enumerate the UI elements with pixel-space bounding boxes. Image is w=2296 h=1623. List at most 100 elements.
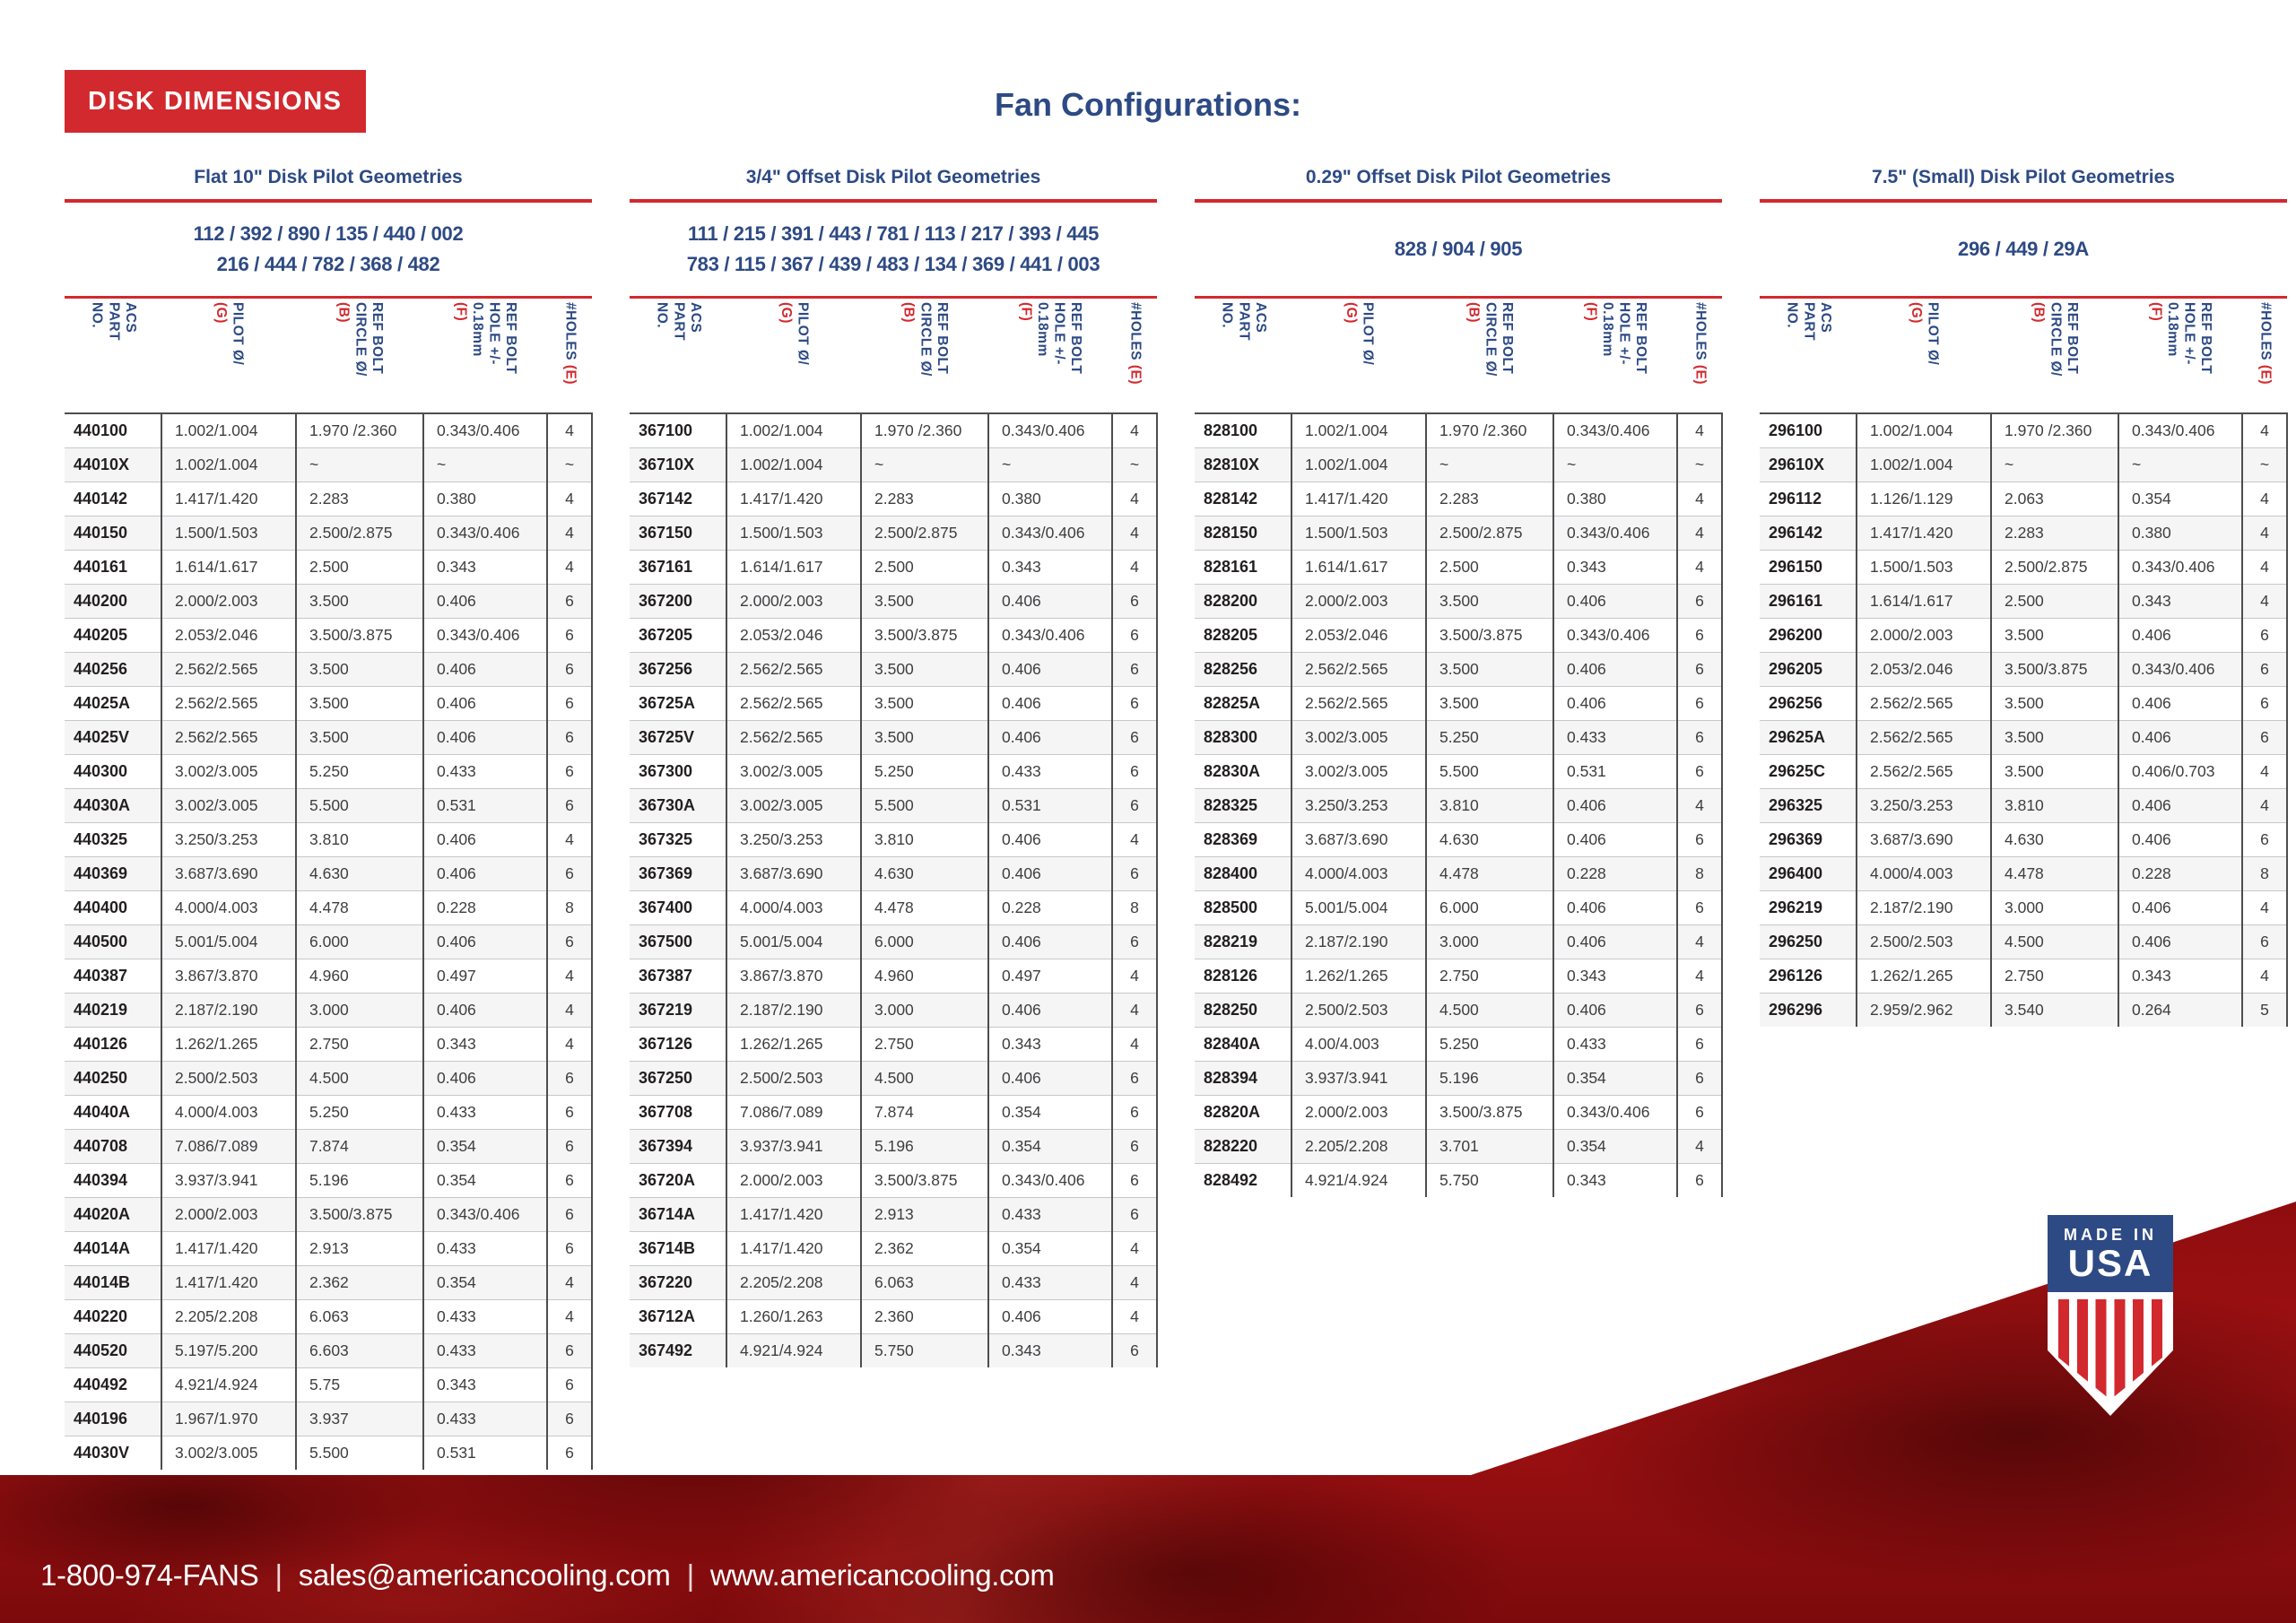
table-cell: 0.406 [2118,787,2242,822]
section-title-rule [630,199,1157,203]
table-row: 82830A 3.002/3.005 5.500 0.531 6 [1195,753,1723,788]
table-cell: 44014B [65,1264,161,1299]
table-cell: 3.500/3.875 [1425,617,1553,652]
column-header-num-holes: #HOLES (E) [1112,299,1157,413]
table-cell: 3.002/3.005 [161,753,296,788]
table-cell: 367369 [630,855,726,890]
table-cell: 0.406 [422,855,547,890]
table-cell: 2.500 [1425,549,1553,584]
table-header: ACS PART NO. PILOT Ø/(G) REF BOLT CIRCLE Ø/(B… [1760,299,2287,413]
table-cell: 3.810 [1425,787,1553,822]
table-cell: 0.406 [987,924,1112,959]
table-cell: 0.354 [2118,481,2242,516]
table-cell: 36712A [630,1298,726,1333]
table-cell: 2.500/2.875 [295,515,423,550]
table-cell: 0.433 [1552,719,1677,754]
table-row: 36725V 2.562/2.565 3.500 0.406 6 [630,719,1158,754]
table-cell: 828400 [1195,855,1292,890]
table-cell: 29610X [1760,447,1857,482]
column-header-text: 0.18mm [470,302,485,357]
table-cell: 0.406 [987,685,1112,720]
table-cell: 4 [1676,549,1723,584]
section-subtitle-rule [65,296,592,299]
table-row: 36725A 2.562/2.565 3.500 0.406 6 [630,685,1158,720]
table-cell: 6 [546,1094,593,1129]
table-cell: 6 [1676,1060,1723,1095]
table-cell: 828325 [1195,787,1292,822]
table-cell: 3.002/3.005 [726,753,861,788]
table-cell: 4 [1676,413,1723,447]
table-cell: 0.343 [422,549,547,584]
table-cell: 3.500 [860,651,988,686]
column-header-text: PART [1236,302,1252,342]
table-cell: 4 [2241,753,2288,788]
table-cell: 4.960 [860,958,988,993]
table-cell: 440400 [65,890,161,924]
footer-email-link[interactable]: sales@americancooling.com [298,1558,671,1592]
table-cell: 3.937 [295,1401,423,1436]
column-header-text: (G) [778,302,794,324]
table-cell: 4 [2241,890,2288,924]
table-cell: 0.497 [987,958,1112,993]
table-row: 367400 4.000/4.003 4.478 0.228 8 [630,890,1158,924]
table-cell: 4 [546,413,593,447]
table-cell: 5.250 [860,753,988,788]
table-cell: 2.000/2.003 [1856,617,1991,652]
table-cell: 3.500/3.875 [295,617,423,652]
column-header-acs-part-no: ACS PART NO. [630,299,726,413]
table-row: 828150 1.500/1.503 2.500/2.875 0.343/0.406 4 [1195,515,1723,550]
table-cell: 0.406 [1552,924,1677,959]
table-row: 440500 5.001/5.004 6.000 0.406 6 [65,924,593,959]
table-cell: 44010X [65,447,161,482]
table-cell: 4 [1111,1298,1158,1333]
table-cell: 2.000/2.003 [726,583,861,618]
table-cell: 1.262/1.265 [726,1026,861,1061]
table-row: 828100 1.002/1.004 1.970 /2.360 0.343/0.406… [1195,413,1723,447]
table-cell: 6 [1676,617,1723,652]
column-header-ref-bolt-hole: REF BOLT HOLE +/- 0.18mm (F) [2118,299,2242,413]
disk-dimensions-badge: DISK DIMENSIONS [65,70,366,133]
table-cell: 5.250 [295,753,423,788]
table-row: 828126 1.262/1.265 2.750 0.343 4 [1195,958,1723,993]
table-cell: 2.562/2.565 [726,719,861,754]
column-header-text: (B) [900,302,917,324]
table-cell: 4 [546,1264,593,1299]
table-cell: 8 [1111,890,1158,924]
table-cell: 1.260/1.263 [726,1298,861,1333]
table-cell: 6 [1676,651,1723,686]
table-row: 440150 1.500/1.503 2.500/2.875 0.343/0.406 4 [65,515,593,550]
table-cell: 36714B [630,1230,726,1265]
table-row: 440387 3.867/3.870 4.960 0.497 4 [65,958,593,993]
table-cell: ~ [295,447,423,482]
column-header-text: (E) [562,364,578,385]
table-cell: 440492 [65,1367,161,1402]
table-cell: 6 [2241,821,2288,856]
footer-website-link[interactable]: www.americancooling.com [709,1558,1055,1592]
column-header-text: NO. [654,302,670,329]
table-cell: 4 [1111,1264,1158,1299]
column-header-acs-part-no: ACS PART NO. [1760,299,1857,413]
part-group-line: 216 / 444 / 782 / 368 / 482 [216,253,440,275]
table-cell: 2.562/2.565 [161,651,296,686]
table-cell: 0.531 [1552,753,1677,788]
table-row: 828256 2.562/2.565 3.500 0.406 6 [1195,651,1723,686]
table-cell: 367492 [630,1332,726,1367]
table-cell: 4 [1111,413,1158,447]
table-cell: 4.630 [1425,821,1553,856]
table-cell: 4.921/4.924 [726,1332,861,1367]
table-cell: 2.283 [1425,481,1553,516]
table-cell: 1.500/1.503 [161,515,296,550]
table-cell: 4 [2241,413,2288,447]
table-cell: 6 [546,617,593,652]
table-row: 296369 3.687/3.690 4.630 0.406 6 [1760,821,2288,856]
table-cell: 3.867/3.870 [161,958,296,993]
column-header-text: HOLE +/- [1051,302,1067,365]
table-cell: 828500 [1195,890,1292,924]
table-cell: 3.867/3.870 [726,958,861,993]
table-cell: 3.540 [1990,992,2118,1027]
table-cell: 6 [1111,1060,1158,1095]
table-cell: 0.406 [987,1298,1112,1333]
table-cell: 2.053/2.046 [1291,617,1426,652]
table-cell: 0.343 [1552,1162,1677,1197]
section-part-groups: 828 / 904 / 905 [1195,203,1722,296]
